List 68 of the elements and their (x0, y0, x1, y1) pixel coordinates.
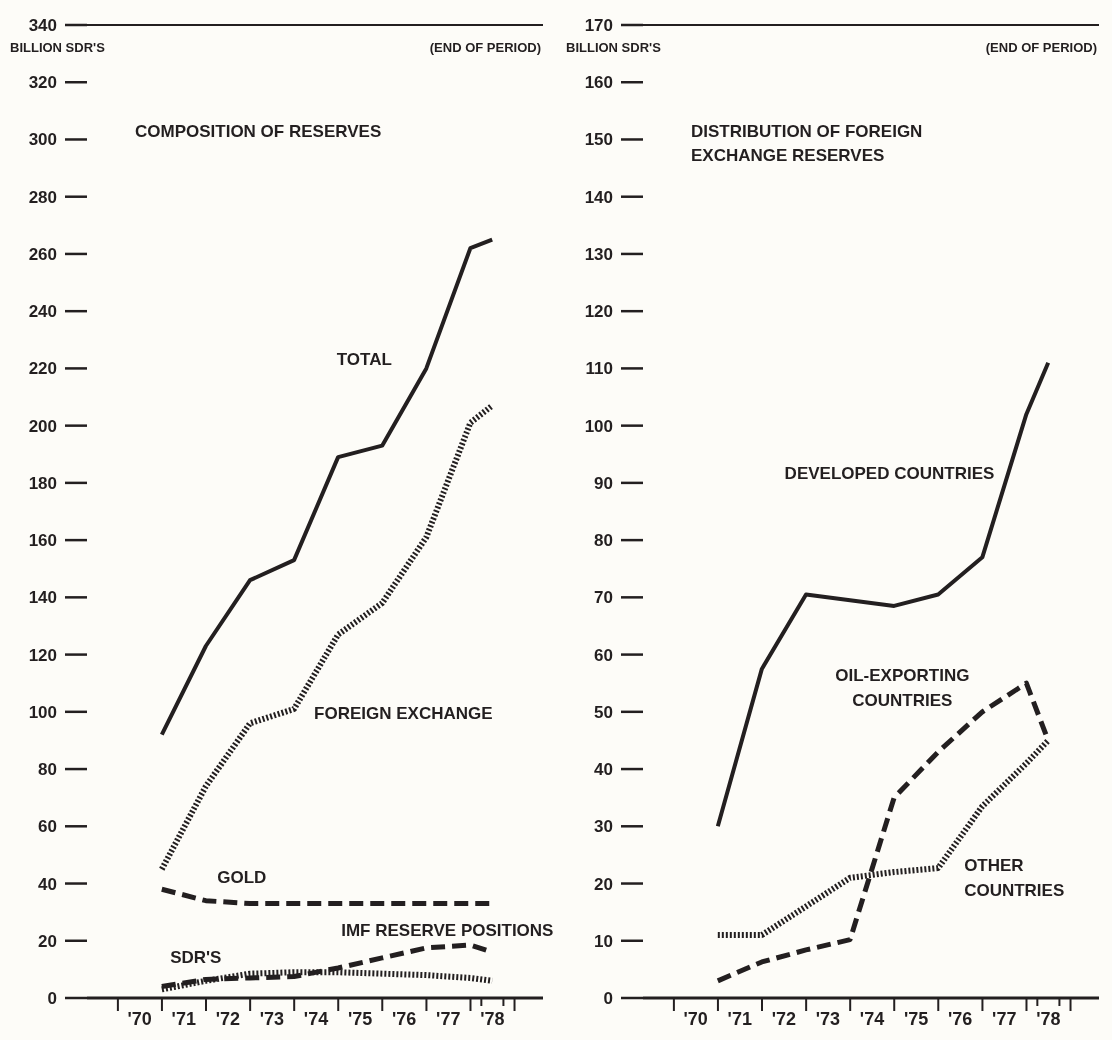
x-tick-label: '71 (727, 1009, 752, 1029)
x-tick-label: '78 (480, 1009, 505, 1029)
series-label: IMF RESERVE POSITIONS (341, 921, 554, 941)
x-tick-label: '75 (903, 1009, 929, 1029)
y-tick-label: 80 (38, 760, 57, 780)
x-tick-label: '76 (948, 1009, 973, 1029)
series-label: FOREIGN EXCHANGE (314, 703, 493, 723)
y-tick-label: 120 (584, 302, 613, 322)
y-tick-label: 60 (38, 817, 57, 837)
y-tick-label: 220 (28, 359, 57, 379)
y-tick-label: 140 (28, 588, 57, 608)
y-tick-label: 120 (28, 645, 57, 665)
x-tick-label: '72 (215, 1009, 241, 1029)
x-tick-label: '75 (347, 1009, 373, 1029)
y-tick-label: 200 (28, 416, 57, 436)
y-tick-label: 260 (28, 244, 57, 264)
series-label: DEVELOPED COUNTRIES (784, 464, 995, 484)
x-tick-label: '78 (1036, 1009, 1061, 1029)
y-tick-label: 180 (28, 473, 57, 493)
y-tick-label: 240 (28, 302, 57, 322)
y-tick-label: 70 (594, 588, 613, 608)
x-tick-label: '72 (771, 1009, 797, 1029)
text: DISTRIBUTION OF FOREIGN EXCHANGE RESERVES (691, 121, 924, 167)
x-tick-label: '77 (436, 1009, 461, 1029)
y-tick-label: 20 (594, 874, 613, 894)
y-tick-label: 40 (594, 760, 613, 780)
y-tick-label: 0 (47, 989, 57, 1008)
y-tick-label: 340 (28, 16, 57, 35)
y-tick-label: 100 (28, 702, 57, 722)
x-tick-label: '74 (303, 1009, 329, 1029)
annotation: (END OF PERIOD) (429, 40, 541, 55)
y-tick-label: 160 (584, 73, 613, 93)
x-tick-label: '77 (992, 1009, 1017, 1029)
y-tick-label: 0 (603, 989, 613, 1008)
x-tick-label: '74 (859, 1009, 885, 1029)
y-tick-label: 60 (594, 645, 613, 665)
series-label: GOLD (217, 868, 267, 888)
y-tick-label: 150 (584, 130, 613, 150)
x-tick-label: '73 (259, 1009, 285, 1029)
y-tick-label: 280 (28, 187, 57, 207)
y-tick-label: 320 (28, 73, 57, 93)
y-tick-label: 10 (594, 931, 613, 951)
series-label: TOTAL (336, 350, 392, 370)
series-label: SDR'S (170, 948, 222, 968)
y-tick-label: 20 (38, 931, 57, 951)
series-label: OTHER COUNTRIES (964, 856, 1065, 901)
y-tick-label: 160 (28, 531, 57, 551)
y-tick-label: 140 (584, 187, 613, 207)
y-tick-label: 50 (594, 702, 613, 722)
y-tick-label: 100 (584, 416, 613, 436)
x-tick-label: '76 (392, 1009, 417, 1029)
y-axis-title: BILLION SDR'S (566, 40, 661, 55)
annotation: (END OF PERIOD) (985, 40, 1097, 55)
y-tick-label: 130 (584, 244, 613, 264)
y-axis-title: BILLION SDR'S (10, 40, 105, 55)
x-tick-label: '70 (683, 1009, 708, 1029)
x-tick-label: '71 (171, 1009, 196, 1029)
y-tick-label: 300 (28, 130, 57, 150)
y-tick-label: 30 (594, 817, 613, 837)
series-label: OIL-EXPORTING COUNTRIES (835, 666, 970, 711)
x-tick-label: '70 (127, 1009, 152, 1029)
y-tick-label: 80 (594, 531, 613, 551)
x-tick-label: '73 (815, 1009, 841, 1029)
y-tick-label: 40 (38, 874, 57, 894)
y-tick-label: 110 (585, 359, 613, 379)
text: COMPOSITION OF RESERVES (135, 121, 383, 143)
y-tick-label: 170 (584, 16, 613, 35)
y-tick-label: 90 (594, 473, 613, 493)
